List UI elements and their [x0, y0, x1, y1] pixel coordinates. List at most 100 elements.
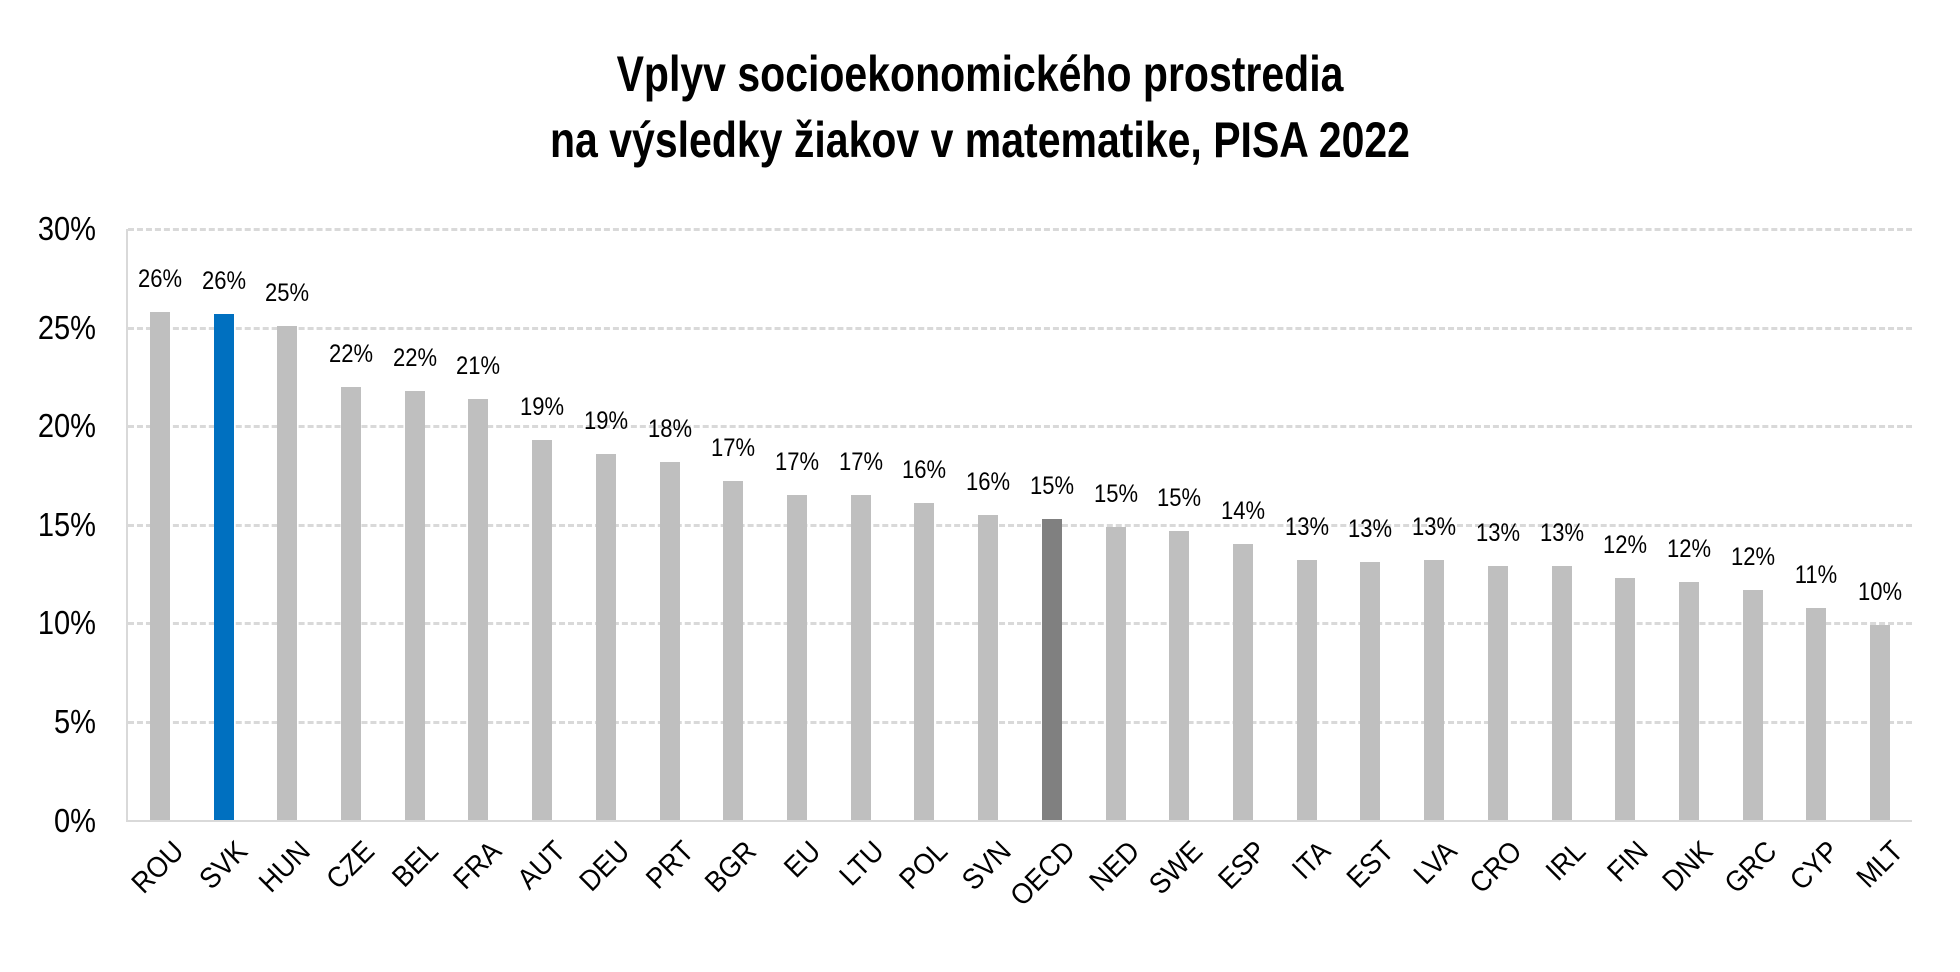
data-label: 21% — [456, 351, 501, 380]
data-label: 17% — [774, 448, 820, 477]
y-axis-line — [126, 229, 128, 822]
chart-title-line-2: na výsledky žiakov v matematike, PISA 20… — [549, 112, 1410, 168]
bar-cyp — [1806, 607, 1827, 821]
bar-eu — [787, 495, 807, 821]
bar-hun — [277, 325, 298, 821]
x-tick-label: BGR — [699, 835, 764, 899]
data-label: 16% — [966, 467, 1011, 496]
data-label: 13% — [1348, 515, 1393, 544]
y-tick-label: 10% — [37, 604, 96, 642]
x-tick-label: LVA — [1408, 835, 1464, 891]
data-label: 10% — [1858, 578, 1903, 607]
y-tick-label: 15% — [37, 505, 96, 543]
bar-lva — [1424, 560, 1445, 821]
bar-ned — [1105, 526, 1126, 821]
data-label: 15% — [1157, 483, 1202, 512]
data-label: 25% — [265, 278, 310, 307]
bar-rou — [149, 311, 170, 821]
chart-title-line-1: Vplyv socioekonomického prostredia — [616, 46, 1344, 102]
x-tick-label: CYP — [1784, 835, 1846, 897]
bar-bgr — [723, 481, 744, 821]
bar-pol — [914, 503, 935, 821]
x-tick-label: DNK — [1656, 835, 1720, 898]
bar-fra — [468, 398, 489, 821]
x-tick-label: NED — [1083, 835, 1146, 898]
x-tick-label: MLT — [1850, 835, 1910, 895]
bar-oecd — [1041, 518, 1062, 821]
y-tick-label: 30% — [37, 210, 96, 247]
data-label: 26% — [201, 266, 246, 295]
bar-ltu — [850, 495, 871, 821]
data-label: 19% — [520, 392, 565, 421]
bar-svk — [213, 313, 234, 821]
data-label: 13% — [1475, 519, 1520, 548]
bar-dnk — [1679, 581, 1699, 821]
data-label: 19% — [583, 406, 628, 435]
bar-irl — [1551, 566, 1572, 821]
bar-fin — [1615, 577, 1636, 821]
x-tick-label: FRA — [447, 835, 509, 896]
y-tick-label: 0% — [54, 801, 96, 839]
x-tick-label: CZE — [320, 835, 381, 896]
bar-swe — [1169, 530, 1190, 821]
bar-aut — [532, 439, 553, 821]
x-tick-label: EST — [1341, 835, 1401, 895]
gridline — [128, 228, 1912, 231]
x-tick-label: BEL — [386, 835, 445, 894]
x-tick-label: IRL — [1539, 835, 1592, 888]
data-label: 15% — [1093, 479, 1138, 508]
x-tick-label: ROU — [125, 835, 191, 900]
gridline — [128, 622, 1912, 626]
x-tick-label: SVK — [193, 835, 254, 896]
bar-esp — [1233, 544, 1253, 821]
data-label: 13% — [1284, 513, 1329, 542]
x-tick-label: FIN — [1601, 835, 1655, 889]
data-label: 12% — [1603, 530, 1648, 559]
data-label: 16% — [902, 456, 947, 485]
bar-prt — [659, 461, 680, 821]
x-tick-label: ESP — [1212, 835, 1273, 896]
gridline — [128, 720, 1912, 724]
y-tick-label: 25% — [37, 308, 96, 346]
x-tick-label: CRO — [1463, 835, 1529, 900]
x-tick-label: EU — [778, 835, 828, 885]
bar-cro — [1487, 566, 1508, 821]
x-tick-label: DEU — [573, 835, 636, 898]
data-label: 12% — [1730, 542, 1775, 571]
y-tick-label: 20% — [37, 407, 96, 445]
x-tick-label: SWE — [1143, 835, 1210, 901]
data-label: 22% — [392, 343, 437, 372]
x-tick-label: POL — [893, 835, 955, 896]
data-label: 13% — [1539, 519, 1584, 548]
x-axis-line — [126, 820, 1912, 822]
x-tick-label: ITA — [1286, 835, 1337, 886]
x-tick-label: OECD — [1004, 835, 1082, 913]
data-label: 11% — [1795, 560, 1838, 589]
data-label: 14% — [1220, 497, 1266, 526]
bar-grc — [1742, 589, 1763, 821]
data-label: 15% — [1029, 471, 1074, 500]
data-label: 18% — [647, 414, 692, 443]
data-label: 22% — [328, 339, 374, 368]
x-tick-label: PRT — [639, 835, 700, 896]
x-tick-label: HUN — [253, 835, 318, 899]
data-label: 17% — [711, 434, 756, 463]
bar-cze — [341, 386, 361, 821]
x-tick-label: GRC — [1718, 835, 1784, 900]
bar-mlt — [1870, 625, 1891, 821]
data-label: 12% — [1666, 534, 1712, 563]
bar-svn — [978, 514, 999, 821]
gridline — [128, 425, 1912, 429]
bar-deu — [595, 453, 616, 821]
x-tick-label: LTU — [833, 835, 891, 893]
bar-bel — [404, 390, 425, 821]
gridline — [128, 523, 1912, 527]
x-tick-label: AUT — [511, 835, 573, 896]
data-label: 17% — [838, 448, 883, 477]
data-label: 13% — [1412, 513, 1457, 542]
gridline — [128, 326, 1912, 330]
bar-est — [1360, 562, 1381, 821]
bar-ita — [1296, 560, 1317, 821]
data-label: 26% — [137, 264, 182, 293]
y-tick-label: 5% — [54, 702, 96, 740]
